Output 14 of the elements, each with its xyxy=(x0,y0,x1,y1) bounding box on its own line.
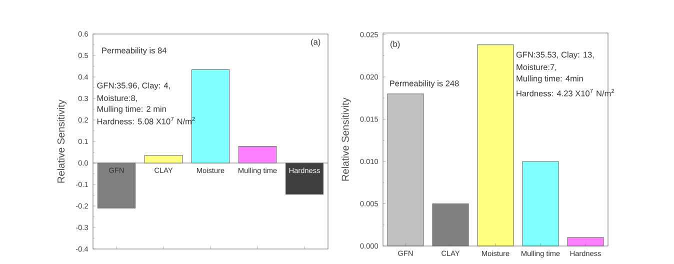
annotation: GFN:35.53, Clay: 13, xyxy=(516,52,594,60)
annotation: (a) xyxy=(311,38,320,46)
annotation: Permeability is 248 xyxy=(390,80,459,88)
annotation: Moisture:7, xyxy=(516,64,556,72)
annotation: Moisture:8, xyxy=(97,94,137,102)
annotation: Mulling time: 4min xyxy=(516,75,583,84)
annotation: (b) xyxy=(390,40,400,49)
annotation: GFN:35.96, Clay: 4, xyxy=(97,82,170,90)
annotation: Permeability is 84 xyxy=(102,47,166,56)
annotation: Mulling time: 2 min xyxy=(97,106,166,114)
annotation: Hardness: 4.23 X10$^{7}$ N/m$^{2}$ xyxy=(516,88,614,96)
y-axis-title: Relative Sensitivity xyxy=(341,98,351,181)
annotation: Hardness: 5.08 X10$^{7}$ N/m$^{2}$ xyxy=(97,116,195,124)
y-axis-title: Relative Sensitivity xyxy=(57,100,66,183)
